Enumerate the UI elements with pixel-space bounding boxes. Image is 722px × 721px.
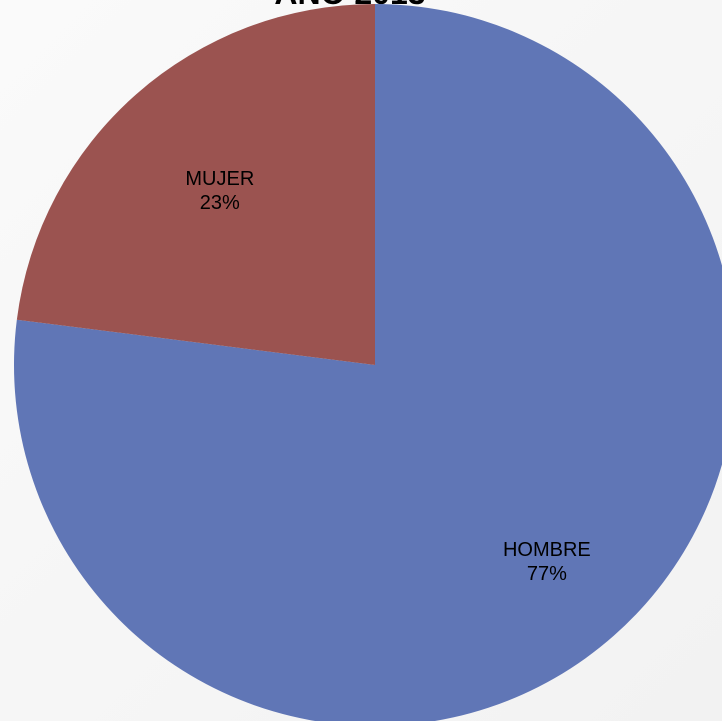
slice-label-mujer: MUJER [185, 168, 254, 190]
slice-label-hombre: HOMBRE [503, 539, 591, 561]
slice-percent-hombre: 77% [527, 563, 567, 585]
pie-slice-hombre [14, 4, 722, 721]
pie-slice-mujer [16, 4, 376, 365]
slice-percent-mujer: 23% [200, 192, 240, 214]
pie-slices [14, 4, 722, 721]
